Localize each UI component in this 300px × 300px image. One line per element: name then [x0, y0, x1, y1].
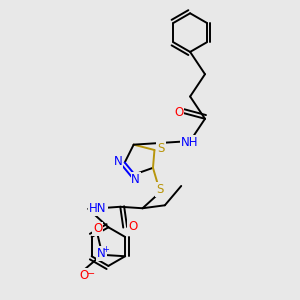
Text: NH: NH [181, 136, 198, 149]
Text: O: O [79, 269, 88, 282]
Text: N: N [131, 173, 140, 186]
Text: +: + [102, 245, 109, 254]
Text: N: N [114, 155, 123, 168]
Text: HN: HN [89, 202, 107, 215]
Text: O: O [128, 220, 137, 232]
Text: O: O [93, 222, 102, 236]
Text: O: O [174, 106, 184, 119]
Text: S: S [157, 142, 165, 155]
Text: −: − [88, 269, 96, 279]
Text: N: N [97, 247, 106, 260]
Text: S: S [156, 183, 163, 196]
